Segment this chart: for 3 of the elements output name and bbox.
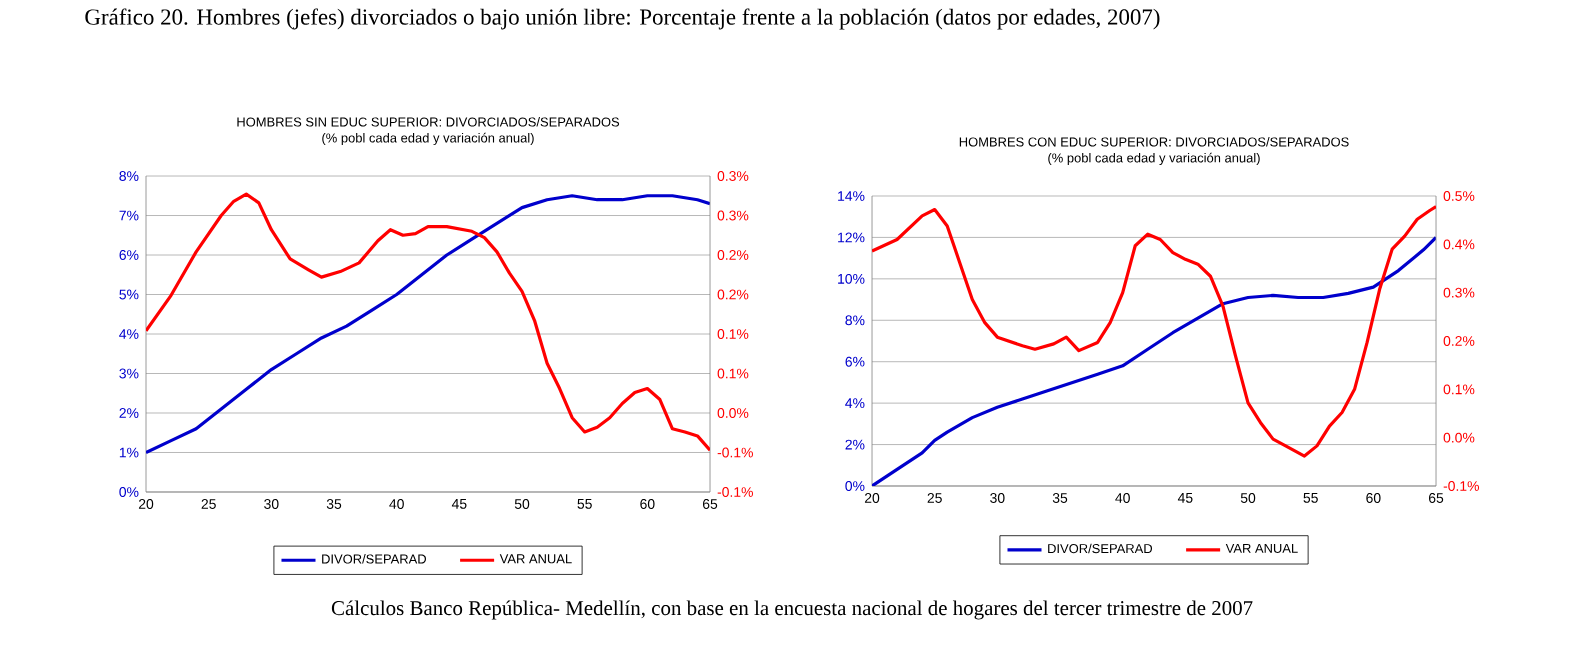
line-series <box>872 205 1437 458</box>
text: Gráfico 20. Hombres (jefes) divorciados o bajo unión libre: Porcentaje frente a la población (datos por edades, 2007) <box>85 8 1160 30</box>
text: Cálculos Banco República- Medellín, con base en la encuesta nacional de hogares del tercer trimestre de 2007 <box>331 600 1253 620</box>
